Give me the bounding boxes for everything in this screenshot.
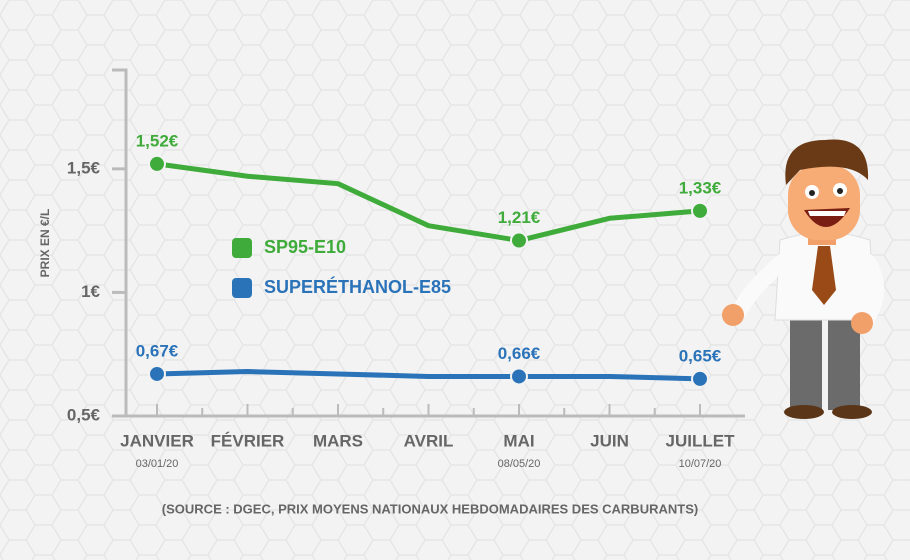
data-label: 0,65€ <box>679 346 722 365</box>
x-tick-label: JUIN <box>590 431 629 450</box>
legend-swatch <box>232 278 252 298</box>
point <box>511 233 527 249</box>
y-axis-label: PRIX EN €/L <box>38 209 52 278</box>
y-tick-label: 1€ <box>81 282 100 301</box>
y-tick-label: 1,5€ <box>67 158 101 177</box>
data-label: 1,21€ <box>498 208 541 227</box>
x-date-label: 10/07/20 <box>679 458 722 470</box>
chart: PRIX EN €/L (SOURCE : DGEC, PRIX MOYENS … <box>0 0 910 560</box>
source: (SOURCE : DGEC, PRIX MOYENS NATIONAUX HE… <box>162 501 698 516</box>
x-tick-label: MARS <box>313 431 363 450</box>
legend-label: SUPERÉTHANOL-E85 <box>264 276 451 297</box>
x-tick-label: AVRIL <box>404 431 454 450</box>
x-tick-label: JANVIER <box>120 431 194 450</box>
legend-swatch <box>232 238 252 258</box>
point <box>149 156 165 172</box>
x-date-label: 03/01/20 <box>136 458 179 470</box>
x-tick-label: MAI <box>503 431 534 450</box>
point <box>149 366 165 382</box>
data-label: 0,67€ <box>136 341 179 360</box>
data-label: 0,66€ <box>498 344 541 363</box>
point <box>692 371 708 387</box>
data-label: 1,33€ <box>679 178 722 197</box>
x-date-label: 08/05/20 <box>498 458 541 470</box>
data-label: 1,52€ <box>136 131 179 150</box>
point <box>511 368 527 384</box>
x-tick-label: JUILLET <box>666 431 736 450</box>
x-tick-label: FÉVRIER <box>211 431 285 450</box>
point <box>692 203 708 219</box>
y-tick-label: 0,5€ <box>67 405 101 424</box>
legend-label: SP95-E10 <box>264 237 346 257</box>
